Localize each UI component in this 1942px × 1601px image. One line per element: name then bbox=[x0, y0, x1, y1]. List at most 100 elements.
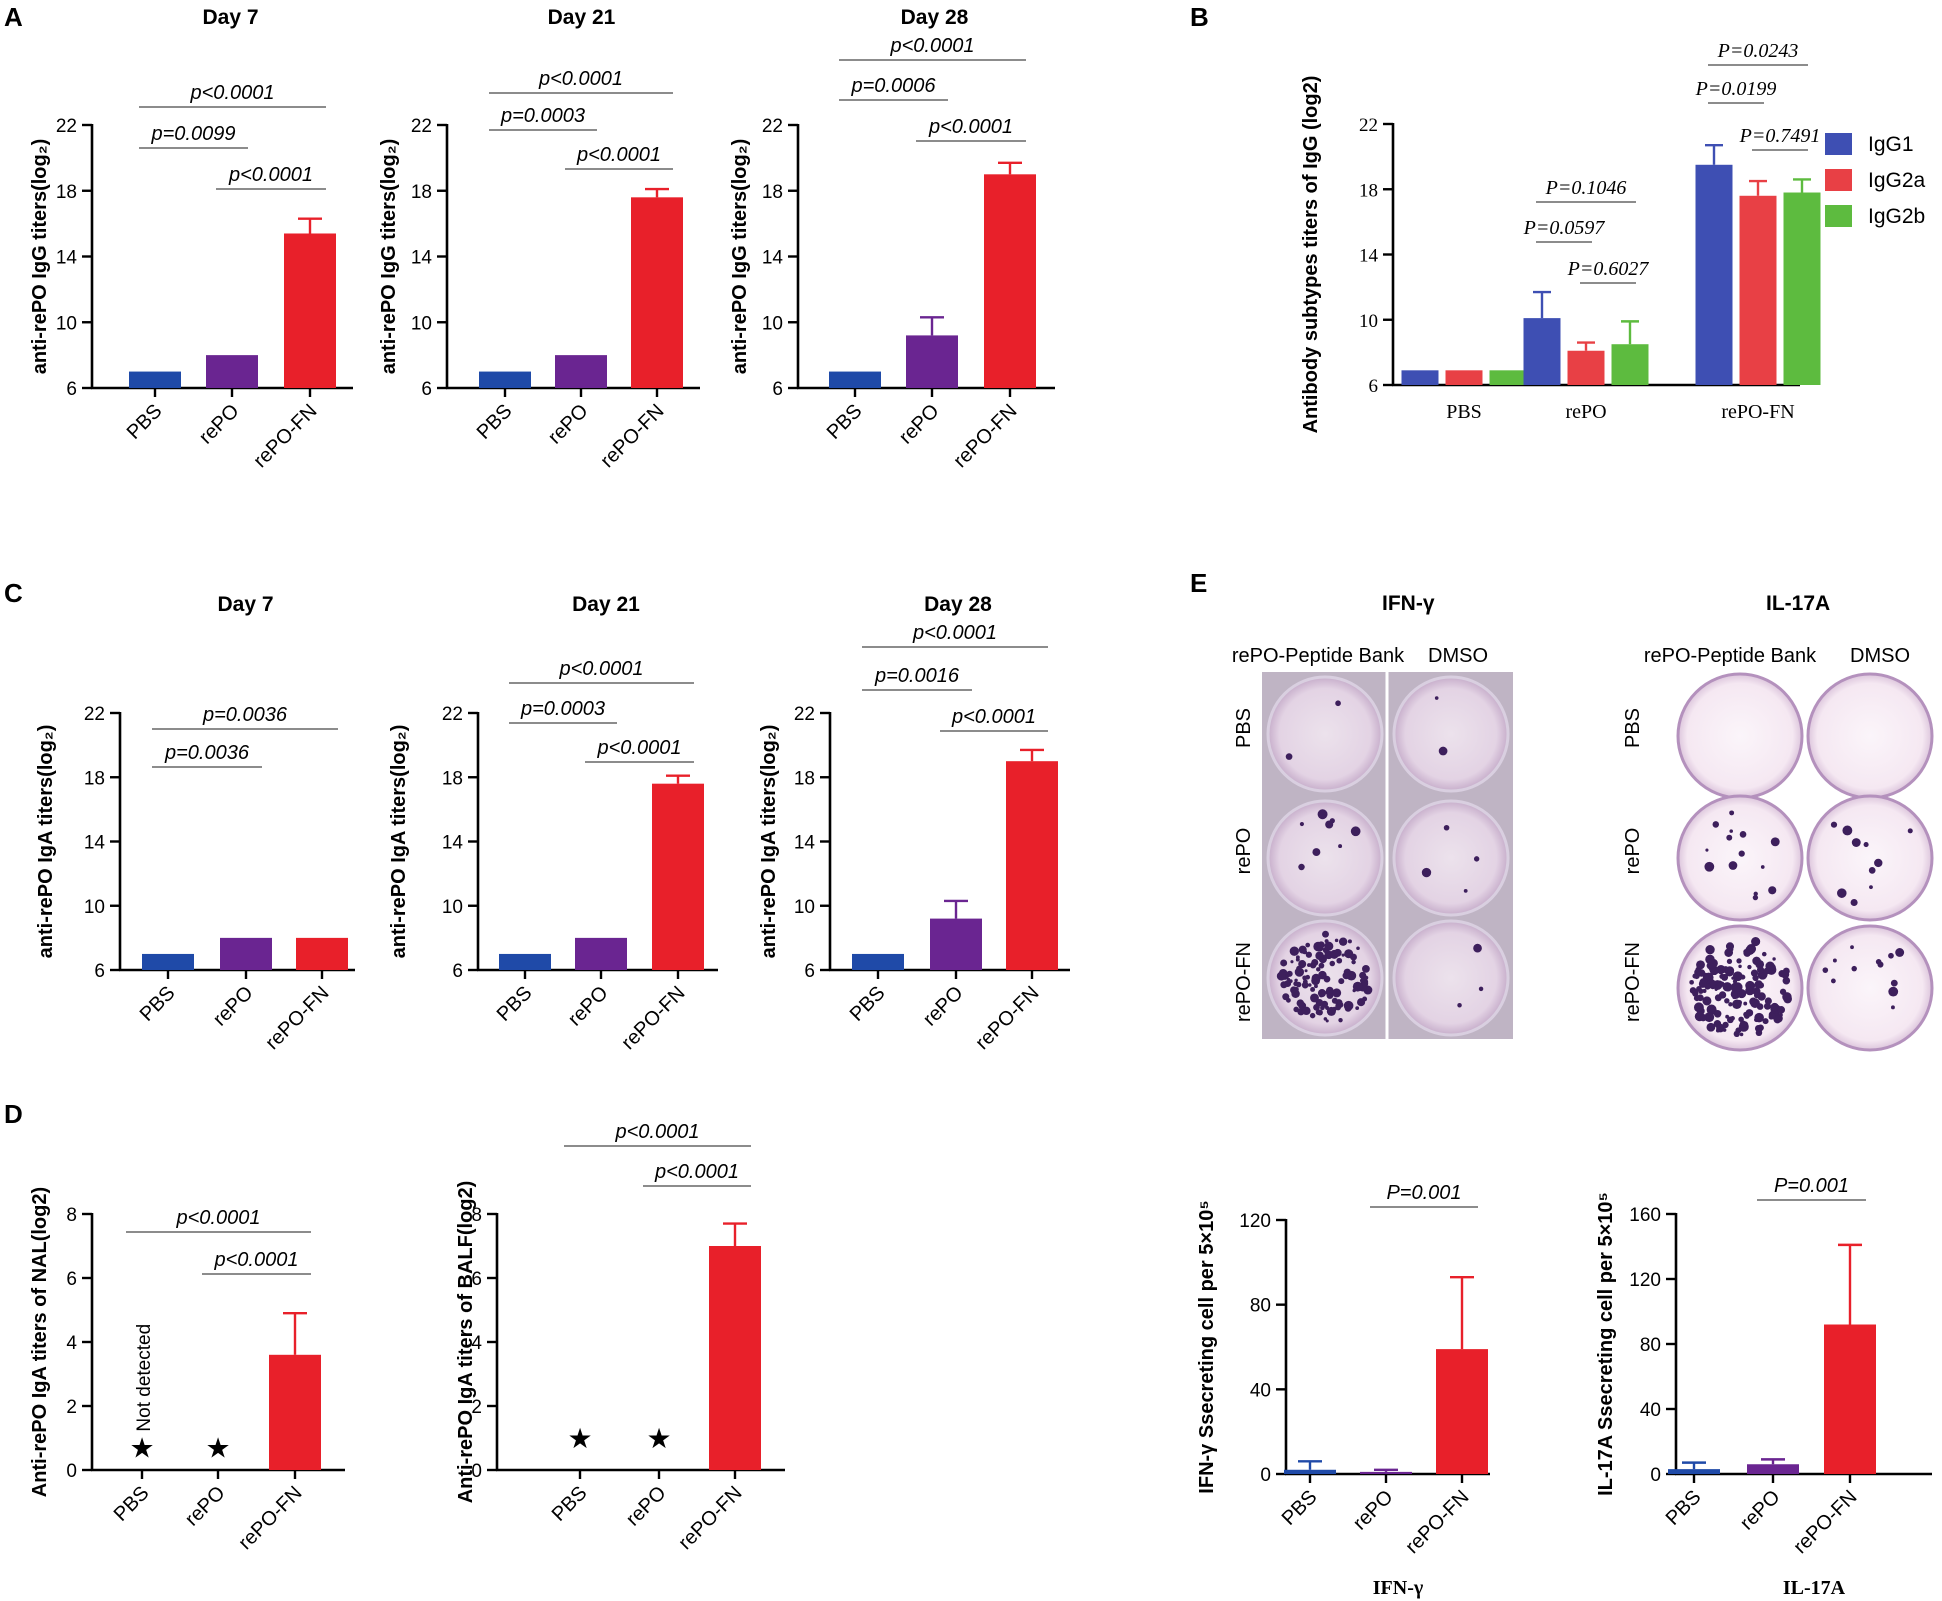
p-value-label: P=0.0597 bbox=[1523, 217, 1606, 239]
elispot-spot bbox=[1334, 938, 1339, 943]
p-value-label: p<0.0001 bbox=[190, 82, 275, 104]
elispot-spot bbox=[1317, 941, 1325, 949]
elispot-spot bbox=[1295, 955, 1300, 960]
y-tick-label: 18 bbox=[1359, 180, 1378, 201]
bar bbox=[296, 937, 348, 970]
elispot-spot bbox=[1282, 993, 1290, 1001]
elispot-spot bbox=[1890, 979, 1898, 987]
x-tick-label: PBS bbox=[473, 400, 517, 444]
elispot-spot bbox=[1302, 1006, 1311, 1016]
elispot-spot bbox=[1309, 1012, 1316, 1019]
elispot-spot bbox=[1285, 753, 1293, 760]
bar bbox=[1284, 1469, 1336, 1474]
y-tick-label: 14 bbox=[762, 248, 784, 269]
x-tick-label: rePO-FN bbox=[674, 1482, 746, 1554]
elispot-spot bbox=[1342, 972, 1350, 980]
elispot-ifn-col-peptide: rePO-Peptide Bank bbox=[1232, 645, 1405, 667]
elispot-spot bbox=[1301, 981, 1309, 989]
elispot-spot bbox=[1717, 982, 1721, 986]
x-tick-label: rePO bbox=[1349, 1486, 1398, 1535]
p-value-label: p<0.0001 bbox=[597, 737, 682, 759]
not-detected-note: Not detected bbox=[134, 1324, 155, 1432]
y-tick-label: 6 bbox=[471, 1269, 482, 1290]
bar bbox=[1523, 318, 1561, 385]
y-tick-label: 14 bbox=[1359, 246, 1379, 267]
chart-B_subtypes: 6 10 14 18 22 Antibody subtypes titers of IgG… bbox=[1300, 40, 1821, 433]
y-tick-label: 6 bbox=[452, 961, 463, 982]
elispot-spot bbox=[1308, 983, 1312, 987]
p-value-label: p<0.0001 bbox=[559, 658, 644, 680]
elispot-spot bbox=[1773, 1015, 1782, 1024]
y-tick-label: 40 bbox=[1250, 1380, 1271, 1401]
elispot-spot bbox=[1356, 946, 1360, 951]
legend-b: IgG1 IgG2a IgG2b bbox=[1825, 133, 1926, 228]
bar bbox=[479, 371, 531, 388]
elispot-spot bbox=[1702, 996, 1712, 1006]
panel-label-b: B bbox=[1190, 2, 1209, 32]
elispot-il17-row-repo: rePO bbox=[1622, 828, 1644, 875]
elispot-spot bbox=[1745, 1009, 1754, 1017]
elispot-spot bbox=[1304, 969, 1308, 973]
elispot-spot bbox=[1726, 834, 1733, 841]
x-tick-label: rePO bbox=[1736, 1486, 1785, 1535]
legend-swatch-igg1 bbox=[1825, 133, 1852, 155]
x-tick-label: rePO-FN bbox=[1721, 401, 1794, 423]
elispot-spot bbox=[1760, 865, 1765, 869]
elispot-spot bbox=[1291, 989, 1300, 998]
elispot-spot bbox=[1714, 987, 1718, 991]
x-tick-label: PBS bbox=[823, 400, 867, 444]
chart-title: Day 21 bbox=[548, 6, 616, 29]
elispot-spot bbox=[1316, 967, 1321, 972]
y-tick-label: 14 bbox=[411, 248, 433, 269]
panel-label-c: C bbox=[4, 578, 23, 608]
y-axis-label: anti-rePO IgG titers(log₂) bbox=[29, 139, 51, 375]
elispot-spot bbox=[1726, 958, 1733, 964]
elispot-spot bbox=[1335, 700, 1341, 707]
elispot-spot bbox=[1770, 837, 1780, 847]
y-tick-label: 2 bbox=[471, 1397, 482, 1418]
bar bbox=[852, 953, 904, 970]
bar bbox=[220, 937, 272, 970]
elispot-spot bbox=[1761, 951, 1767, 957]
elispot-spot bbox=[1877, 961, 1884, 968]
x-tick-label: rePO-FN bbox=[949, 400, 1021, 472]
elispot-spot bbox=[1750, 998, 1760, 1008]
elispot-spot bbox=[1318, 962, 1325, 969]
elispot-spot bbox=[1697, 969, 1706, 977]
elispot-spot bbox=[1736, 958, 1742, 964]
bar bbox=[555, 355, 607, 388]
x-tick-label: rePO-FN bbox=[596, 400, 668, 472]
elispot-spot bbox=[1738, 850, 1745, 857]
elispot-spot bbox=[1750, 969, 1759, 977]
elispot-il17-col-dmso: DMSO bbox=[1850, 645, 1910, 667]
y-tick-label: 120 bbox=[1239, 1211, 1271, 1232]
elispot-spot bbox=[1295, 981, 1302, 988]
elispot-spot bbox=[1725, 942, 1735, 951]
p-value-label: p<0.0001 bbox=[176, 1207, 261, 1229]
not-detected-star: ★ bbox=[646, 1423, 671, 1454]
elispot-spot bbox=[1869, 885, 1873, 890]
elispot-spot bbox=[1457, 1003, 1462, 1008]
y-tick-label: 18 bbox=[442, 768, 463, 789]
y-tick-label: 18 bbox=[411, 182, 432, 203]
elispot-spot bbox=[1338, 1017, 1343, 1023]
chart-title: Day 28 bbox=[924, 593, 992, 616]
elispot-spot bbox=[1768, 886, 1777, 895]
elispot-spot bbox=[1736, 999, 1743, 1006]
x-tick-label: rePO-FN bbox=[617, 982, 689, 1054]
elispot-well bbox=[1392, 799, 1510, 917]
elispot-spot bbox=[1754, 980, 1763, 989]
elispot-spot bbox=[1706, 1022, 1716, 1032]
elispot-spot bbox=[1851, 838, 1861, 847]
elispot-spot bbox=[1830, 978, 1836, 984]
p-value-label: p=0.0036 bbox=[202, 704, 288, 726]
chart-D_nal: 0 2 4 6 8 Anti-rePO IgA titers of NAL(log2) ★ P… bbox=[29, 1187, 345, 1554]
x-tick-label: PBS bbox=[1446, 401, 1482, 423]
elispot-spot bbox=[1730, 1015, 1735, 1021]
chart-E_il17: 0 40 80 120 160 IL-17A Ssecreting cell per 5×… bbox=[1595, 1175, 1932, 1599]
elispot-spot bbox=[1772, 957, 1776, 961]
elispot-spot bbox=[1698, 988, 1704, 994]
elispot-spot bbox=[1698, 980, 1707, 988]
elispot-spot bbox=[1863, 842, 1869, 848]
bar bbox=[1824, 1324, 1876, 1474]
